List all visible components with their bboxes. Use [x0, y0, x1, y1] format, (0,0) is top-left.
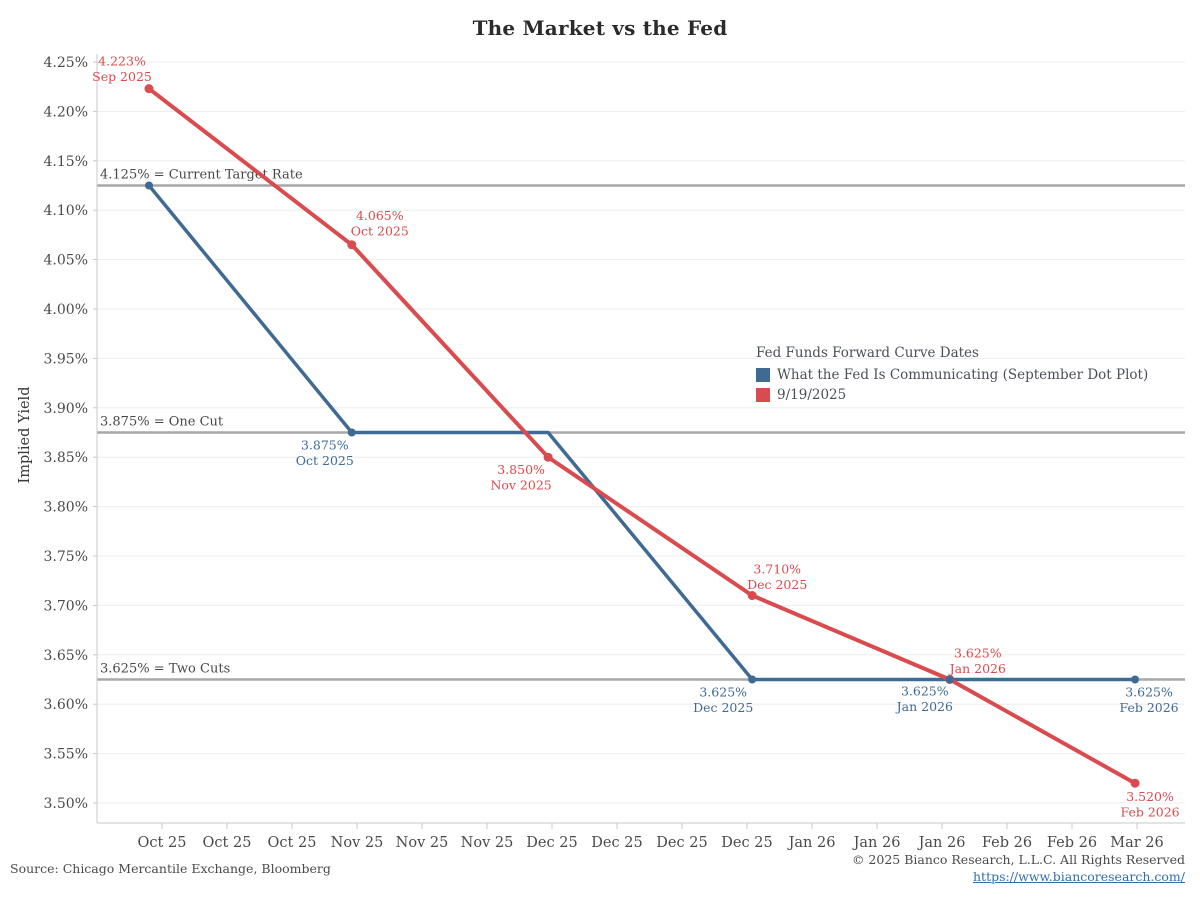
data-label-value: 3.625%: [901, 684, 949, 699]
legend-title: Fed Funds Forward Curve Dates: [756, 345, 979, 361]
legend-label: 9/19/2025: [777, 387, 847, 403]
data-label-date: Dec 2025: [747, 577, 807, 592]
y-tick-label: 3.60%: [44, 697, 88, 713]
x-tick-label: Dec 25: [721, 835, 772, 851]
data-label-value: 3.875%: [301, 438, 349, 453]
data-point: [748, 675, 757, 684]
data-label-date: Oct 2025: [351, 223, 409, 238]
y-axis-title: Implied Yield: [17, 387, 33, 484]
y-tick-label: 3.50%: [44, 796, 88, 812]
x-tick-label: Nov 25: [396, 835, 449, 851]
data-point: [347, 240, 357, 250]
data-label-value: 3.710%: [753, 562, 801, 577]
data-label-date: Oct 2025: [296, 453, 354, 468]
chart-title: The Market vs the Fed: [472, 16, 728, 40]
copyright-text: © 2025 Bianco Research, L.L.C. All Right…: [851, 852, 1185, 867]
x-tick-label: Jan 26: [787, 835, 836, 851]
data-label-date: Jan 2026: [895, 699, 953, 714]
data-label-value: 4.223%: [98, 54, 146, 69]
copyright-block: © 2025 Bianco Research, L.L.C. All Right…: [852, 852, 1185, 885]
legend-swatch: [756, 388, 770, 402]
y-tick-label: 3.70%: [44, 598, 88, 614]
data-label-date: Feb 2026: [1120, 805, 1179, 820]
y-tick-label: 3.75%: [44, 549, 88, 565]
x-tick-label: Oct 25: [268, 835, 317, 851]
data-label-date: Dec 2025: [693, 700, 753, 715]
y-tick-label: 3.80%: [44, 500, 88, 516]
legend-item: What the Fed Is Communicating (September…: [756, 365, 1148, 385]
data-point: [145, 181, 153, 190]
y-tick-label: 4.25%: [44, 55, 88, 71]
data-point: [1131, 675, 1140, 684]
data-label-value: 3.850%: [497, 462, 545, 477]
data-label-date: Jan 2026: [948, 661, 1006, 676]
x-tick-label: Nov 25: [461, 835, 514, 851]
legend: Fed Funds Forward Curve Dates What the F…: [756, 343, 1148, 405]
x-tick-label: Jan 26: [917, 835, 966, 851]
x-tick-label: Dec 25: [526, 835, 577, 851]
legend-items: What the Fed Is Communicating (September…: [756, 365, 1148, 405]
x-tick-label: Feb 26: [982, 835, 1032, 851]
data-point: [747, 591, 757, 601]
y-tick-label: 3.90%: [44, 401, 88, 417]
reference-line-label: 4.125% = Current Target Rate: [100, 168, 303, 183]
legend-swatch: [756, 368, 770, 382]
series-line-fed-dot-plot: [147, 183, 1137, 682]
data-point: [1130, 778, 1140, 788]
biancoresearch-link[interactable]: https://www.biancoresearch.com/: [973, 868, 1185, 884]
data-label-value: 3.625%: [1125, 685, 1173, 700]
data-label-value: 3.625%: [699, 685, 747, 700]
y-tick-label: 4.20%: [44, 104, 88, 120]
data-label-date: Sep 2025: [92, 69, 152, 84]
legend-label: What the Fed Is Communicating (September…: [777, 367, 1149, 383]
data-label-value: 3.625%: [954, 646, 1002, 661]
data-point: [945, 675, 954, 684]
x-tick-label: Nov 25: [331, 835, 384, 851]
x-tick-label: Dec 25: [656, 835, 707, 851]
y-tick-label: 4.10%: [44, 203, 88, 219]
reference-line-label: 3.875% = One Cut: [100, 415, 224, 430]
legend-item: 9/19/2025: [756, 385, 1148, 405]
series-line-market: [147, 86, 1138, 786]
x-tick-label: Jan 26: [852, 835, 901, 851]
data-point: [144, 84, 154, 94]
data-label-value: 4.065%: [356, 208, 404, 223]
data-label-date: Nov 2025: [490, 478, 551, 493]
y-tick-label: 4.15%: [44, 154, 88, 170]
x-tick-label: Oct 25: [203, 835, 252, 851]
y-tick-label: 3.85%: [44, 450, 88, 466]
data-point: [347, 428, 356, 437]
y-tick-label: 4.00%: [44, 302, 88, 318]
reference-line-label: 3.625% = Two Cuts: [100, 662, 230, 677]
y-tick-label: 4.05%: [44, 253, 88, 269]
data-point: [543, 452, 553, 462]
y-tick-label: 3.55%: [44, 747, 88, 763]
y-tick-label: 3.95%: [44, 351, 88, 367]
data-label-value: 3.520%: [1126, 789, 1174, 804]
x-tick-label: Mar 26: [1110, 835, 1163, 851]
source-note: Source: Chicago Mercantile Exchange, Blo…: [10, 861, 331, 876]
x-tick-label: Dec 25: [591, 835, 642, 851]
x-tick-label: Oct 25: [138, 835, 187, 851]
data-label-date: Feb 2026: [1119, 700, 1178, 715]
x-tick-label: Feb 26: [1047, 835, 1097, 851]
y-tick-label: 3.65%: [44, 648, 88, 664]
